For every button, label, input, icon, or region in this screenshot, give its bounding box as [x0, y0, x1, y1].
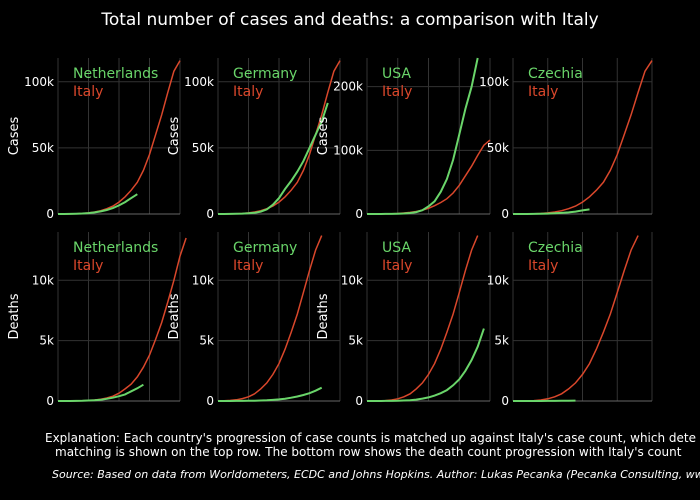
legend-italy: Italy	[73, 258, 103, 274]
y-tick-label: 0	[355, 207, 363, 221]
y-tick-label: 50k	[32, 141, 54, 155]
y-tick-label: 5k	[348, 334, 363, 348]
y-tick-label: 5k	[39, 334, 54, 348]
y-tick-label: 0	[46, 207, 54, 221]
chart-title: Total number of cases and deaths: a comp…	[100, 10, 598, 30]
panel-cases-czechia: 0 50k 100k Czechia Italy	[479, 58, 653, 221]
y-tick-label: 100k	[479, 75, 509, 89]
series-line-netherlands	[58, 383, 144, 402]
legend-italy: Italy	[382, 258, 412, 274]
y-tick-label: 100k	[333, 143, 363, 157]
legend-country: USA	[382, 66, 411, 82]
panel-deaths-germany: 0 5k 10k Deaths Germany Italy	[167, 232, 341, 408]
legend-country: Netherlands	[73, 240, 158, 256]
legend-italy: Italy	[73, 84, 103, 100]
legend-country: Czechia	[528, 240, 583, 256]
series-line-germany	[218, 102, 329, 215]
y-tick-label: 0	[501, 207, 509, 221]
series-line-usa	[367, 57, 479, 215]
y-tick-label: 100k	[184, 75, 214, 89]
y-tick-label: 0	[206, 394, 214, 408]
series-line-usa	[367, 328, 485, 402]
series-line-czechia	[513, 208, 590, 215]
legend-italy: Italy	[233, 258, 263, 274]
y-axis-title: Deaths	[316, 293, 331, 339]
y-tick-label: 10k	[341, 273, 363, 287]
explanation-line-2: matching is shown on the top row. The bo…	[55, 445, 682, 459]
panel-cases-usa: 0 100k 200k Cases USA Italy	[316, 57, 491, 221]
legend-country: USA	[382, 240, 411, 256]
y-tick-label: 0	[206, 207, 214, 221]
series-line-germany	[218, 386, 323, 402]
legend-country: Czechia	[528, 66, 583, 82]
y-tick-label: 50k	[487, 141, 509, 155]
series-line-italy	[217, 235, 323, 402]
y-tick-label: 10k	[487, 273, 509, 287]
y-tick-label: 0	[501, 394, 509, 408]
panel-deaths-czechia: 0 5k 10k Czechia Italy	[487, 232, 653, 408]
legend-country: Germany	[233, 66, 297, 82]
legend-italy: Italy	[382, 84, 412, 100]
y-tick-label: 5k	[199, 334, 214, 348]
legend-italy: Italy	[528, 258, 558, 274]
panel-deaths-netherlands: 0 5k 10k Deaths Netherlands Italy	[7, 232, 187, 408]
legend-country: Netherlands	[73, 66, 158, 82]
y-tick-label: 0	[355, 394, 363, 408]
y-tick-label: 5k	[494, 334, 509, 348]
panel-cases-germany: 0 50k 100k Cases Germany Italy	[167, 58, 341, 221]
source-note: Source: Based on data from Worldometers,…	[52, 468, 700, 481]
panel-deaths-usa: 0 5k 10k Deaths USA Italy	[316, 232, 491, 408]
y-tick-label: 200k	[333, 80, 363, 94]
y-tick-label: 50k	[192, 141, 214, 155]
legend-country: Germany	[233, 240, 297, 256]
legend-italy: Italy	[233, 84, 263, 100]
y-tick-label: 0	[46, 394, 54, 408]
y-tick-label: 10k	[192, 273, 214, 287]
legend-italy: Italy	[528, 84, 558, 100]
panel-cases-netherlands: 0 50k 100k Cases Netherlands Italy	[7, 58, 181, 221]
y-tick-label: 10k	[32, 273, 54, 287]
y-tick-label: 100k	[24, 75, 54, 89]
series-line-netherlands	[58, 193, 138, 215]
y-axis-title: Deaths	[167, 293, 182, 339]
y-axis-title: Deaths	[7, 293, 22, 339]
y-axis-title: Cases	[167, 116, 182, 155]
explanation-line-1: Explanation: Each country's progression …	[45, 431, 696, 445]
y-axis-title: Cases	[7, 116, 22, 155]
y-axis-title: Cases	[316, 116, 331, 155]
